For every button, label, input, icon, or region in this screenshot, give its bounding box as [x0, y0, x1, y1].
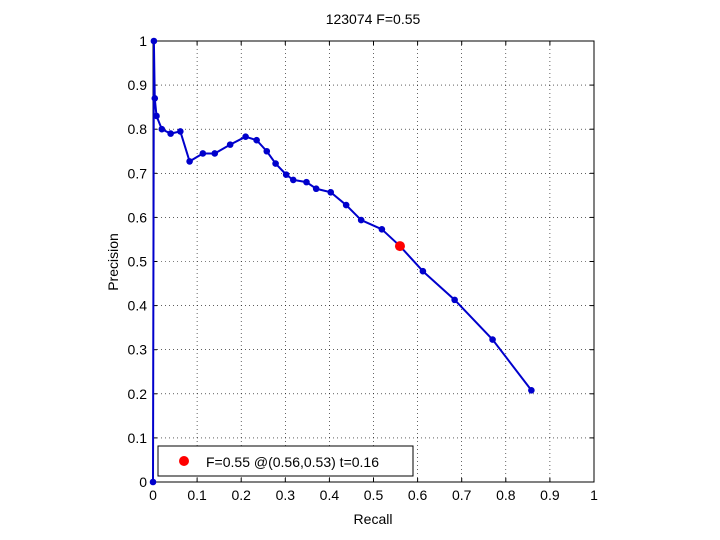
x-axis-label: Recall: [354, 511, 393, 527]
legend-marker: [179, 456, 189, 466]
data-point: [226, 141, 234, 148]
data-point: [272, 160, 279, 167]
x-tick-label: 1: [590, 487, 598, 503]
data-point: [153, 112, 160, 120]
x-tick-label: 0.4: [320, 487, 340, 503]
x-tick-label: 0.1: [187, 487, 207, 503]
y-tick-label: 0.9: [128, 77, 148, 93]
data-point: [151, 95, 159, 102]
data-point: [167, 130, 174, 137]
y-tick-label: 0.4: [128, 298, 148, 314]
data-point: [149, 478, 157, 486]
data-point: [342, 201, 350, 209]
f-score-point: [394, 241, 405, 252]
data-point: [489, 336, 496, 343]
data-point: [282, 171, 290, 178]
axis-ticks: 0 0.1 0.2 0.3 0.4 0.5 0.6 0.7 0.8 0.9 1 0 0.1 0.2 0.3 0…: [128, 33, 599, 503]
data-point: [253, 136, 260, 144]
y-tick-label: 0.2: [128, 386, 148, 402]
legend-box: [157, 445, 414, 477]
x-tick-label: 0.9: [540, 487, 560, 503]
legend-label: F=0.55 @(0.56,0.53) t=0.16: [206, 454, 379, 470]
x-tick-label: 0.8: [496, 487, 516, 503]
chart-title: 123074 F=0.55: [326, 11, 421, 27]
data-point: [186, 158, 193, 165]
x-tick-label: 0.2: [231, 487, 251, 503]
data-point: [211, 150, 219, 157]
data-point: [357, 216, 365, 224]
data-point: [158, 125, 166, 133]
y-tick-label: 0.6: [128, 209, 148, 225]
y-tick-label: 0: [139, 474, 147, 490]
gridlines: [153, 41, 594, 482]
data-point: [242, 133, 249, 140]
data-point: [303, 178, 310, 186]
y-tick-label: 1: [139, 33, 147, 49]
data-point: [263, 147, 271, 155]
y-tick-label: 0.7: [128, 165, 148, 181]
y-axis-label: Precision: [105, 233, 121, 291]
data-point: [327, 188, 335, 196]
data-point: [312, 185, 320, 193]
data-point: [451, 296, 458, 304]
y-tick-label: 0.3: [128, 342, 148, 358]
y-tick-label: 0.1: [128, 430, 148, 446]
data-point: [419, 267, 427, 275]
data-point: [177, 128, 184, 135]
x-tick-label: 0: [149, 487, 157, 503]
y-tick-label: 0.8: [128, 121, 148, 137]
x-tick-label: 0.7: [452, 487, 472, 503]
data-point: [150, 37, 158, 45]
y-tick-label: 0.5: [128, 254, 148, 270]
series-layer: [149, 37, 535, 486]
x-tick-label: 0.5: [364, 487, 384, 503]
data-point: [199, 150, 207, 157]
series-line: [152, 40, 533, 483]
x-tick-label: 0.3: [276, 487, 296, 503]
data-point: [378, 226, 386, 233]
x-tick-label: 0.6: [408, 487, 428, 503]
data-point: [528, 386, 535, 394]
data-point: [289, 176, 297, 184]
legend: F=0.55 @(0.56,0.53) t=0.16: [157, 445, 414, 477]
